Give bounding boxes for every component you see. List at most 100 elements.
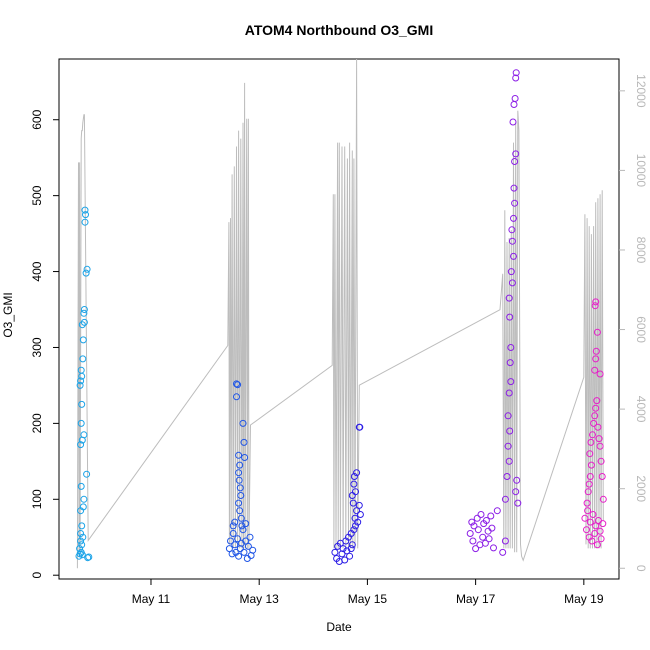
data-point [239,526,247,534]
data-point [595,435,603,443]
data-point [80,431,88,439]
data-point [510,101,518,108]
data-point [596,442,604,450]
y-tick-label: 400 [30,261,44,281]
data-point [592,355,600,363]
x-axis-label: Date [326,620,352,634]
data-point [484,527,492,535]
data-point [473,514,481,522]
data-point [236,507,244,515]
data-point [493,507,501,515]
data-point [249,546,257,554]
data-point [503,473,511,480]
data-point [487,512,495,520]
data-point [482,517,490,524]
data-point [85,553,93,561]
data-point [505,389,513,397]
data-point [512,150,520,158]
data-point [512,74,520,82]
data-point [79,355,87,363]
data-point [79,533,87,541]
plot-border [58,58,620,580]
data-point [77,537,85,545]
data-point [587,461,595,469]
y-tick-label: 300 [30,337,44,357]
data-point [466,530,474,537]
data-point [236,545,244,553]
data-point [474,526,482,534]
data-point [479,533,487,541]
data-point [233,380,240,388]
x-tick-label: May 13 [240,592,280,606]
data-point [510,214,517,222]
data-point [469,537,477,545]
data-point [79,503,87,511]
data-point [79,336,87,344]
data-point [356,423,364,431]
data-point [593,541,601,549]
data-point [506,359,514,367]
series-1 [75,206,93,562]
data-point [589,511,597,518]
data-point [597,457,605,465]
data-point [229,530,237,537]
data-point [350,480,358,488]
data-point [592,347,600,355]
data-point [504,412,512,420]
data-point [510,184,518,192]
y-tick-label: 600 [30,109,44,129]
x-tick-label: May 17 [456,592,496,606]
data-point [586,450,594,458]
data-point [508,237,516,245]
plot-frame [58,58,620,580]
data-point [352,522,359,530]
y2-tick-label: 10000 [634,154,648,188]
data-point [472,545,480,553]
data-point [80,495,88,503]
data-point [350,473,358,480]
data-point [507,344,515,351]
data-point [225,545,233,553]
data-point [341,556,349,564]
data-point [585,480,593,488]
data-point [488,524,496,532]
data-point [505,294,513,302]
data-point [511,95,519,102]
y2-tick-label: 4000 [634,396,648,423]
data-point [506,427,514,435]
data-point [512,69,520,77]
y-tick-label: 200 [30,413,44,433]
data-point [468,518,476,526]
data-point [234,535,242,543]
data-point [511,199,519,207]
data-point [231,518,239,526]
data-point [510,252,517,260]
data-point [599,520,607,528]
data-point [233,393,240,401]
data-point [506,313,514,321]
data-point [348,541,356,549]
data-point [80,309,88,317]
data-point [78,541,86,549]
chart-title: ATOM4 Northbound O3_GMI [245,22,433,38]
data-point [352,488,359,496]
data-point [507,378,515,386]
data-point [593,328,601,336]
y2-tick-label: 2000 [634,475,648,502]
data-point [509,118,517,126]
y-tick-label: 100 [30,489,44,509]
data-point [77,419,85,427]
data-point [599,495,607,503]
data-point [356,511,364,518]
data-point [501,495,509,503]
data-point [512,488,520,496]
data-point [586,518,594,526]
y2-tick-label: 12000 [634,74,648,108]
data-point [77,530,85,537]
data-point [237,514,245,522]
data-point [596,527,604,535]
points-layer [75,69,607,565]
data-point [590,419,598,427]
data-point [237,492,245,499]
